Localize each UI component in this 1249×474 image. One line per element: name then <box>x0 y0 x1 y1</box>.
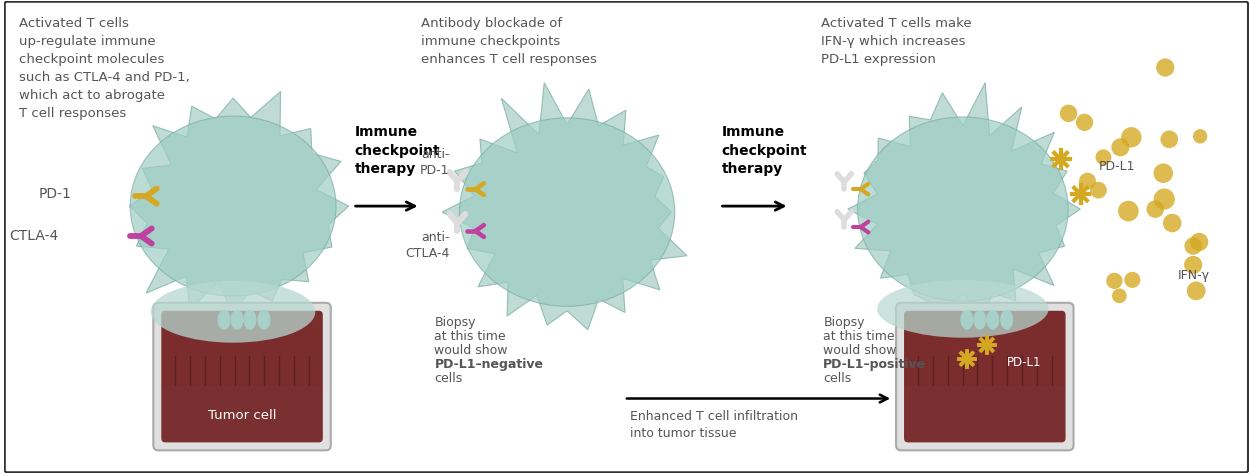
Text: anti-
CTLA-4: anti- CTLA-4 <box>405 231 450 261</box>
FancyBboxPatch shape <box>154 303 331 450</box>
Ellipse shape <box>257 310 271 330</box>
Text: PD-1: PD-1 <box>39 187 71 201</box>
Text: Enhanced T cell infiltration
into tumor tissue: Enhanced T cell infiltration into tumor … <box>629 410 798 440</box>
Ellipse shape <box>1184 256 1203 274</box>
FancyBboxPatch shape <box>896 303 1074 450</box>
Text: would show: would show <box>435 344 508 356</box>
Ellipse shape <box>1147 201 1164 218</box>
Text: Immune
checkpoint
therapy: Immune checkpoint therapy <box>355 126 441 176</box>
Ellipse shape <box>1154 189 1175 210</box>
Text: Activated T cells
up-regulate immune
checkpoint molecules
such as CTLA-4 and PD-: Activated T cells up-regulate immune che… <box>19 17 190 119</box>
Ellipse shape <box>1163 214 1182 232</box>
Text: at this time: at this time <box>823 330 896 343</box>
Ellipse shape <box>1184 237 1202 255</box>
Ellipse shape <box>1154 164 1173 183</box>
Ellipse shape <box>460 118 674 306</box>
Ellipse shape <box>1160 130 1178 148</box>
Text: PD-L1: PD-L1 <box>1098 160 1135 173</box>
Polygon shape <box>130 91 348 313</box>
Text: Biopsy: Biopsy <box>823 316 864 329</box>
Ellipse shape <box>1122 127 1142 147</box>
Ellipse shape <box>244 310 256 330</box>
FancyBboxPatch shape <box>161 311 322 442</box>
Ellipse shape <box>877 280 1049 337</box>
Ellipse shape <box>1079 173 1095 190</box>
FancyBboxPatch shape <box>906 386 1064 441</box>
FancyBboxPatch shape <box>904 311 1065 442</box>
Text: Biopsy: Biopsy <box>435 316 476 329</box>
Ellipse shape <box>1118 201 1139 221</box>
Text: Antibody blockade of
immune checkpoints
enhances T cell responses: Antibody blockade of immune checkpoints … <box>421 17 596 66</box>
Ellipse shape <box>858 117 1068 301</box>
Text: PD-L1–negative: PD-L1–negative <box>435 358 543 371</box>
Text: Tumor cell: Tumor cell <box>207 409 276 421</box>
Ellipse shape <box>1124 272 1140 288</box>
Text: cells: cells <box>435 372 462 384</box>
Ellipse shape <box>1000 310 1013 330</box>
Ellipse shape <box>987 310 999 330</box>
Ellipse shape <box>231 310 244 330</box>
Text: CTLA-4: CTLA-4 <box>9 229 59 243</box>
Ellipse shape <box>1095 149 1112 165</box>
FancyBboxPatch shape <box>162 386 322 441</box>
Text: would show: would show <box>823 344 897 356</box>
Ellipse shape <box>1193 129 1208 144</box>
Ellipse shape <box>1060 105 1078 122</box>
Text: cells: cells <box>823 372 852 384</box>
Ellipse shape <box>1187 282 1205 300</box>
Polygon shape <box>442 83 687 330</box>
Text: Immune
checkpoint
therapy: Immune checkpoint therapy <box>722 126 807 176</box>
Ellipse shape <box>960 310 973 330</box>
FancyBboxPatch shape <box>5 2 1248 472</box>
Ellipse shape <box>973 310 987 330</box>
Ellipse shape <box>1075 114 1093 131</box>
Text: PD-L1–positive: PD-L1–positive <box>823 358 927 371</box>
Text: at this time: at this time <box>435 330 506 343</box>
Ellipse shape <box>217 310 231 330</box>
Text: PD-L1: PD-L1 <box>1007 356 1042 369</box>
Ellipse shape <box>1157 58 1174 77</box>
Ellipse shape <box>130 116 336 296</box>
Ellipse shape <box>1107 273 1123 289</box>
Polygon shape <box>848 82 1080 317</box>
Text: IFN-γ: IFN-γ <box>1178 269 1210 283</box>
Ellipse shape <box>1112 138 1129 156</box>
Text: Activated T cells make
IFN-γ which increases
PD-L1 expression: Activated T cells make IFN-γ which incre… <box>822 17 972 66</box>
Ellipse shape <box>1090 182 1107 199</box>
Ellipse shape <box>1112 289 1127 303</box>
Ellipse shape <box>151 281 315 343</box>
Text: anti-
PD-1: anti- PD-1 <box>420 148 450 177</box>
Ellipse shape <box>1190 233 1208 251</box>
